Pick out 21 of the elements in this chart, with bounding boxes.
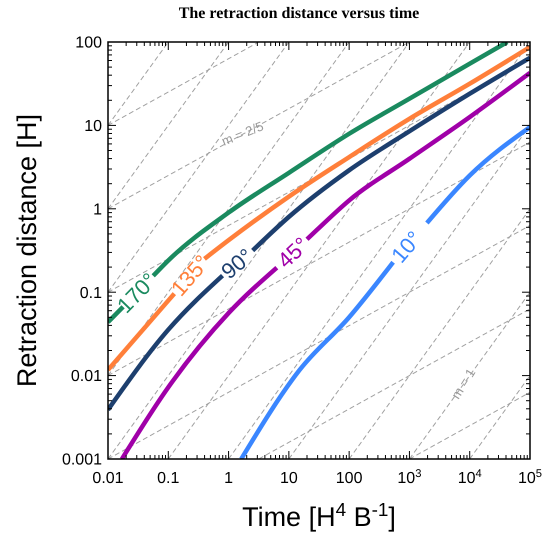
x-tick-label: 1 xyxy=(224,470,234,487)
text: 90° xyxy=(216,243,258,284)
annotation: m = 1 xyxy=(448,366,478,402)
text: 45° xyxy=(272,232,314,274)
chart-title: The retraction distance versus time xyxy=(178,5,420,22)
y-tick-label: 0.01 xyxy=(70,368,102,386)
x-tick-label: 10 xyxy=(280,470,298,487)
x-tick-label: 10$^{3}$ xyxy=(397,468,422,487)
y-tick-label: 0.001 xyxy=(62,452,102,469)
x-tick-label: 10$^{4}$ xyxy=(458,468,482,487)
y-tick-label: 1 xyxy=(93,201,102,218)
x-tick-label: 100 xyxy=(336,470,363,487)
x-tick-label: 10$^{5}$ xyxy=(518,468,542,487)
y-tick-label: 10 xyxy=(84,118,102,135)
y-tick-label: 0.1 xyxy=(80,284,102,302)
x-axis-title: Time [H$^{4}$ B$^{-1}$] xyxy=(242,500,396,532)
text: 10° xyxy=(386,226,427,268)
x-tick-label: 0.1 xyxy=(157,470,180,487)
annotation: m = 2/5 xyxy=(219,118,266,149)
y-tick-label: 100 xyxy=(75,34,102,52)
y-axis-title: Retraction distance [H] xyxy=(12,114,42,388)
